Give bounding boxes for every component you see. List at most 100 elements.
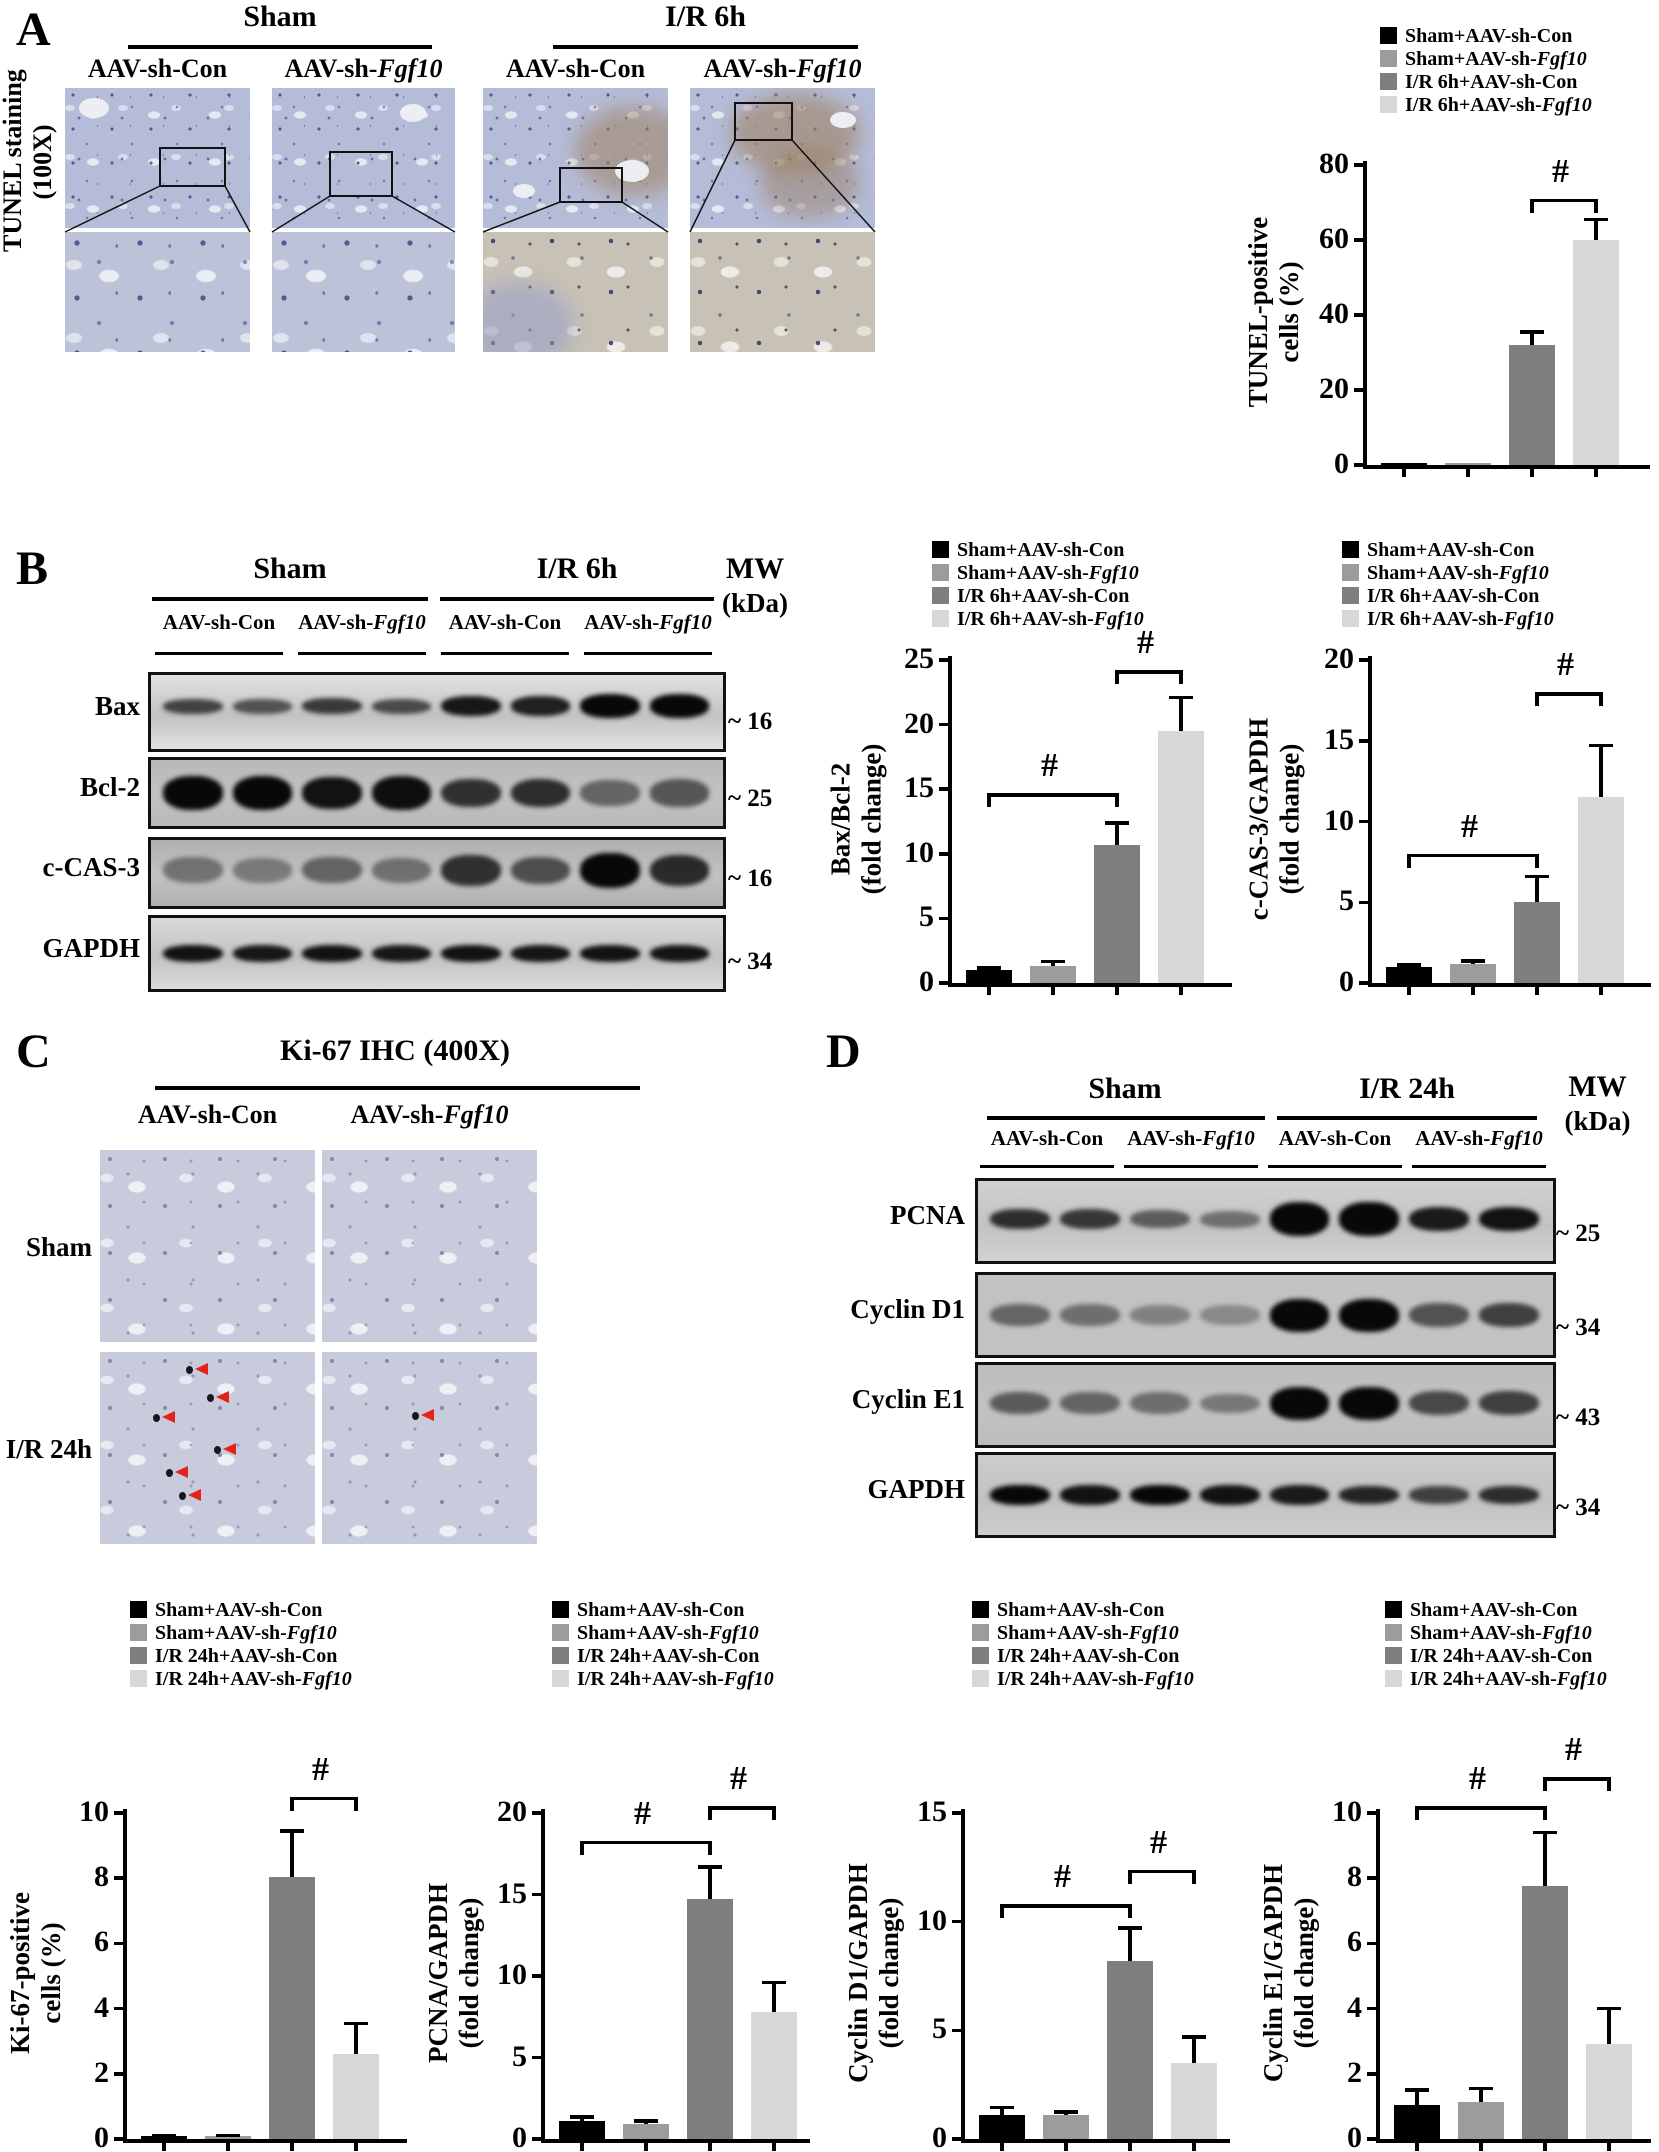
error-bar-cap [1118, 1926, 1142, 1930]
tunel-image-sham-con [65, 88, 250, 228]
error-bar-cap [1533, 1830, 1557, 1835]
sig-bracket-drop [290, 1796, 294, 1811]
legend-swatch [552, 1601, 569, 1618]
blot-band [441, 695, 501, 717]
x-tick [1594, 468, 1598, 477]
blot-band [1059, 1209, 1120, 1230]
sig-bracket-drop [1128, 1869, 1132, 1884]
panel-a-col-4: AAV-sh-Fgf10 [703, 54, 862, 83]
y-axis [541, 1809, 545, 2143]
y-tick [1359, 900, 1368, 904]
legend-swatch [1342, 610, 1359, 627]
blot-band [580, 694, 640, 719]
sig-bracket-drop [1115, 793, 1119, 808]
sig-bracket-drop [1000, 1904, 1004, 1919]
bar-series-1 [1450, 963, 1496, 983]
x-tick [290, 2142, 294, 2151]
bar-series-3 [1158, 731, 1204, 983]
blot-band [371, 698, 431, 714]
panel-a-group-ir6h-line [553, 45, 858, 49]
legend-item: I/R 24h+AAV-sh-Con [552, 1644, 774, 1667]
y-tick-label: 15 [1324, 722, 1354, 756]
bar-series-0 [966, 970, 1012, 983]
blot-box-c-cas-3 [148, 837, 726, 909]
blot-label: Bax [94, 691, 140, 721]
x-tick [772, 2142, 776, 2151]
legend-swatch [1380, 73, 1397, 90]
blot-band [302, 945, 362, 962]
blot-band [232, 776, 292, 810]
sig-bracket-drop [987, 793, 991, 808]
lane-underline [1268, 1165, 1402, 1168]
panel-a-col-3: AAV-sh-Con [505, 54, 646, 83]
sig-bracket-drop [1535, 853, 1539, 868]
legend-label: Sham+AAV-sh-Fgf10 [155, 1621, 337, 1644]
x-tick [1064, 2142, 1068, 2151]
lane-underline [298, 652, 426, 655]
panel-b-mw-line1: MW [725, 552, 785, 585]
error-bar-cap [977, 966, 1001, 970]
legend-label: I/R 6h+AAV-sh-Fgf10 [1367, 607, 1554, 630]
legend-swatch [1385, 1624, 1402, 1641]
bar-series-1 [205, 2136, 251, 2139]
error-bar-line [1000, 2107, 1004, 2116]
red-arrowhead-icon [216, 1391, 230, 1404]
y-tick [952, 1919, 961, 1924]
bar-series-2 [1107, 1960, 1153, 2139]
red-arrowhead-icon [222, 1443, 236, 1456]
blot-band [1339, 1486, 1400, 1504]
legend-item: I/R 6h+AAV-sh-Con [1342, 584, 1554, 607]
blot-box-cyclin-e1 [975, 1362, 1556, 1448]
x-axis [123, 2139, 407, 2143]
bax-bcl2-chart: 0 5 10 15 20 25 # # Bax/Bcl-2 (fold change) [822, 626, 1240, 998]
y-tick-label: 0 [932, 2121, 947, 2152]
y-axis-title: Cyclin E1/GAPDH (fold change) [1258, 1863, 1319, 2083]
error-bar-cap [762, 1980, 786, 1985]
ki67-positive-cell [185, 1365, 193, 1374]
error-bar-cap [280, 1829, 304, 1833]
blot-band [1479, 1207, 1539, 1232]
blot-band [649, 779, 709, 807]
vessel [830, 112, 856, 128]
blot-band [1409, 1207, 1470, 1232]
legend-item: Sham+AAV-sh-Con [1342, 538, 1554, 561]
blot-band [649, 854, 709, 886]
sig-bracket-drop [708, 1840, 712, 1855]
blot-band [1479, 1391, 1539, 1416]
ki67-image-ir-fgf10 [322, 1352, 537, 1544]
blot-band [1129, 1305, 1190, 1325]
panel-b-group-sham: Sham [253, 552, 327, 585]
panel-c-col-2: AAV-sh-Fgf10 [350, 1100, 509, 1129]
blot-box-cyclin-d1 [975, 1272, 1556, 1358]
legend-item: Sham+AAV-sh-Fgf10 [552, 1621, 774, 1644]
legend-item: Sham+AAV-sh-Fgf10 [1342, 561, 1554, 584]
panel-d-mw-line2: (kDa) [1564, 1106, 1631, 1136]
legend-swatch [972, 1601, 989, 1618]
y-tick-label: 60 [1319, 222, 1349, 255]
x-axis [1363, 465, 1650, 469]
lane-label: AAV-sh-Con [990, 1126, 1104, 1150]
red-arrowhead-icon [175, 1466, 189, 1479]
mw-marker: ~ 25 [1556, 1220, 1601, 1247]
y-tick-label: 0 [1339, 965, 1354, 998]
sig-bracket-drop [1543, 1777, 1547, 1792]
legend-swatch [1385, 1670, 1402, 1687]
bar-series-0 [1386, 966, 1432, 983]
x-axis [1376, 2139, 1651, 2143]
sig-bracket-drop [1543, 1806, 1547, 1821]
y-tick-label: 20 [1324, 642, 1354, 675]
bar-series-0 [1381, 462, 1427, 465]
ki67-image-sham-fgf10 [322, 1150, 537, 1342]
error-bar-cap [216, 2133, 240, 2138]
legend-label: Sham+AAV-sh-Fgf10 [577, 1621, 759, 1644]
y-axis-title: c-CAS-3/GAPDH (fold change) [1243, 717, 1304, 920]
error-bar-line [1535, 876, 1539, 903]
legend-swatch [972, 1624, 989, 1641]
lane-underline [441, 652, 569, 655]
blot-band [1479, 1302, 1539, 1328]
legend-swatch [1342, 564, 1359, 581]
blot-box-bcl-2 [148, 757, 726, 829]
sig-bracket-drop [1599, 692, 1603, 707]
error-bar-cap [570, 2115, 594, 2119]
y-tick-label: 2 [94, 2055, 109, 2089]
